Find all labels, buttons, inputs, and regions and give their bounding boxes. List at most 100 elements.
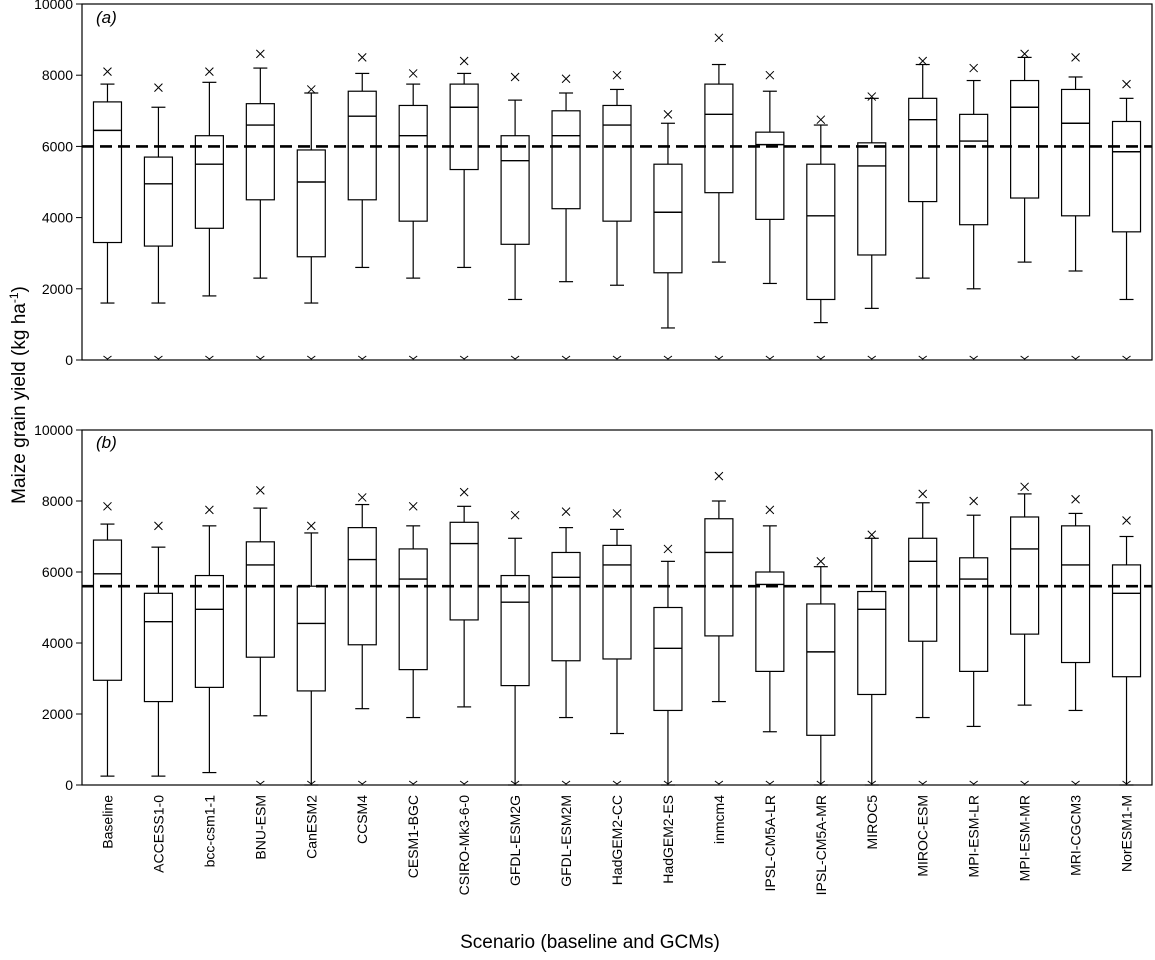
max-marker bbox=[154, 521, 163, 531]
box-b-GFDL-ESM2G bbox=[500, 510, 530, 786]
box-a-bcc-csm1-1 bbox=[194, 67, 224, 360]
max-marker bbox=[561, 507, 571, 517]
max-marker bbox=[1122, 79, 1131, 89]
interquartile-box bbox=[398, 104, 428, 222]
box-b-MIROC-ESM bbox=[908, 489, 938, 785]
interquartile-box bbox=[653, 163, 683, 274]
max-marker bbox=[714, 33, 724, 43]
max-marker bbox=[714, 471, 724, 481]
interquartile-box bbox=[500, 135, 530, 245]
interquartile-box bbox=[194, 135, 224, 229]
min-marker bbox=[714, 780, 724, 785]
max-marker bbox=[1020, 49, 1029, 59]
min-marker bbox=[408, 355, 418, 360]
min-marker bbox=[612, 355, 622, 360]
interquartile-box bbox=[92, 101, 123, 244]
interquartile-box bbox=[551, 110, 581, 210]
box-b-HadGEM2-ES bbox=[653, 544, 683, 786]
max-marker bbox=[205, 505, 214, 515]
max-marker bbox=[408, 69, 418, 78]
max-marker bbox=[510, 510, 520, 520]
min-marker bbox=[510, 355, 520, 360]
x-tick-label: BNU-ESM bbox=[252, 795, 268, 860]
max-marker bbox=[306, 85, 316, 94]
min-marker bbox=[816, 355, 826, 360]
min-marker bbox=[663, 355, 673, 360]
max-marker bbox=[663, 110, 673, 119]
box-b-MPI-ESM-MR bbox=[1010, 482, 1040, 785]
y-tick-label: 0 bbox=[65, 352, 73, 368]
x-tick-label: GFDL-ESM2M bbox=[558, 795, 574, 887]
min-marker bbox=[765, 780, 775, 785]
max-marker bbox=[205, 67, 214, 76]
max-marker bbox=[612, 70, 622, 80]
min-marker bbox=[306, 780, 316, 785]
min-marker bbox=[408, 780, 418, 785]
interquartile-box bbox=[449, 521, 479, 621]
max-marker bbox=[918, 56, 928, 66]
interquartile-box bbox=[449, 83, 479, 171]
min-marker bbox=[918, 355, 928, 360]
min-marker bbox=[969, 780, 978, 785]
x-tick-label: HadGEM2-ES bbox=[660, 795, 676, 884]
panel-a: (a) 0 2000 4000 6000 8000 10000 bbox=[34, 0, 1153, 368]
max-marker bbox=[1020, 482, 1029, 492]
box-a-inmcm4 bbox=[704, 33, 734, 360]
max-marker bbox=[918, 489, 928, 499]
box-b-CSIRO-Mk3-6-0 bbox=[449, 487, 479, 785]
box-b-IPSL-CM5A-LR bbox=[755, 505, 785, 785]
interquartile-box bbox=[857, 590, 887, 696]
box-a-CSIRO-Mk3-6-0 bbox=[449, 56, 479, 360]
max-marker bbox=[357, 493, 367, 502]
max-marker bbox=[867, 530, 877, 540]
panel-b-y-axis: 0 2000 4000 6000 8000 10000 bbox=[34, 422, 82, 793]
x-tick-label: MPI-ESM-MR bbox=[1017, 795, 1033, 881]
min-marker bbox=[154, 355, 163, 360]
box-b-CanESM2 bbox=[296, 521, 326, 786]
interquartile-box bbox=[143, 156, 174, 247]
interquartile-box bbox=[1111, 564, 1142, 678]
box-a-IPSL-CM5A-LR bbox=[755, 70, 785, 360]
box-b-BNU-ESM bbox=[245, 485, 275, 785]
x-tick-label: MIROC5 bbox=[864, 795, 880, 850]
min-marker bbox=[714, 355, 724, 360]
box-a-MPI-ESM-MR bbox=[1010, 49, 1040, 360]
x-tick-label: IPSL-CM5A-MR bbox=[813, 795, 829, 895]
max-marker bbox=[969, 63, 979, 73]
x-tick-label: ACCESS1-0 bbox=[150, 795, 166, 873]
interquartile-box bbox=[296, 585, 326, 692]
box-b-NorESM1-M bbox=[1111, 516, 1142, 786]
max-marker bbox=[663, 544, 673, 554]
box-a-NorESM1-M bbox=[1111, 79, 1142, 360]
max-marker bbox=[255, 49, 265, 59]
max-marker bbox=[816, 115, 826, 125]
interquartile-box bbox=[1010, 516, 1040, 635]
box-b-ACCESS1-0 bbox=[143, 521, 174, 777]
box-a-CCSM4 bbox=[347, 53, 377, 360]
interquartile-box bbox=[92, 539, 123, 681]
min-marker bbox=[1020, 355, 1029, 360]
max-marker bbox=[103, 501, 112, 511]
box-b-Baseline bbox=[92, 501, 123, 777]
box-b-MIROC5 bbox=[857, 530, 887, 786]
interquartile-box bbox=[806, 603, 836, 736]
interquartile-box bbox=[245, 103, 275, 201]
interquartile-box bbox=[1111, 120, 1142, 233]
box-b-inmcm4 bbox=[704, 471, 734, 785]
x-tick-label: MRI-CGCM3 bbox=[1068, 795, 1084, 876]
max-marker bbox=[103, 67, 112, 76]
y-tick-label: 2000 bbox=[42, 706, 73, 722]
x-tick-label: MIROC-ESM bbox=[915, 795, 931, 877]
x-tick-label: Baseline bbox=[99, 795, 115, 849]
panel-b-label: (b) bbox=[96, 433, 117, 452]
max-marker bbox=[1071, 494, 1080, 504]
min-marker bbox=[867, 780, 877, 785]
y-tick-label: 2000 bbox=[42, 281, 73, 297]
max-marker bbox=[154, 83, 163, 93]
panel-b: (b) 0 2000 4000 6000 8000 10000 bbox=[34, 422, 1153, 793]
interquartile-box bbox=[806, 163, 836, 301]
interquartile-box bbox=[704, 83, 734, 194]
interquartile-box bbox=[398, 548, 428, 671]
max-marker bbox=[1071, 53, 1080, 62]
box-b-GFDL-ESM2M bbox=[551, 507, 581, 785]
